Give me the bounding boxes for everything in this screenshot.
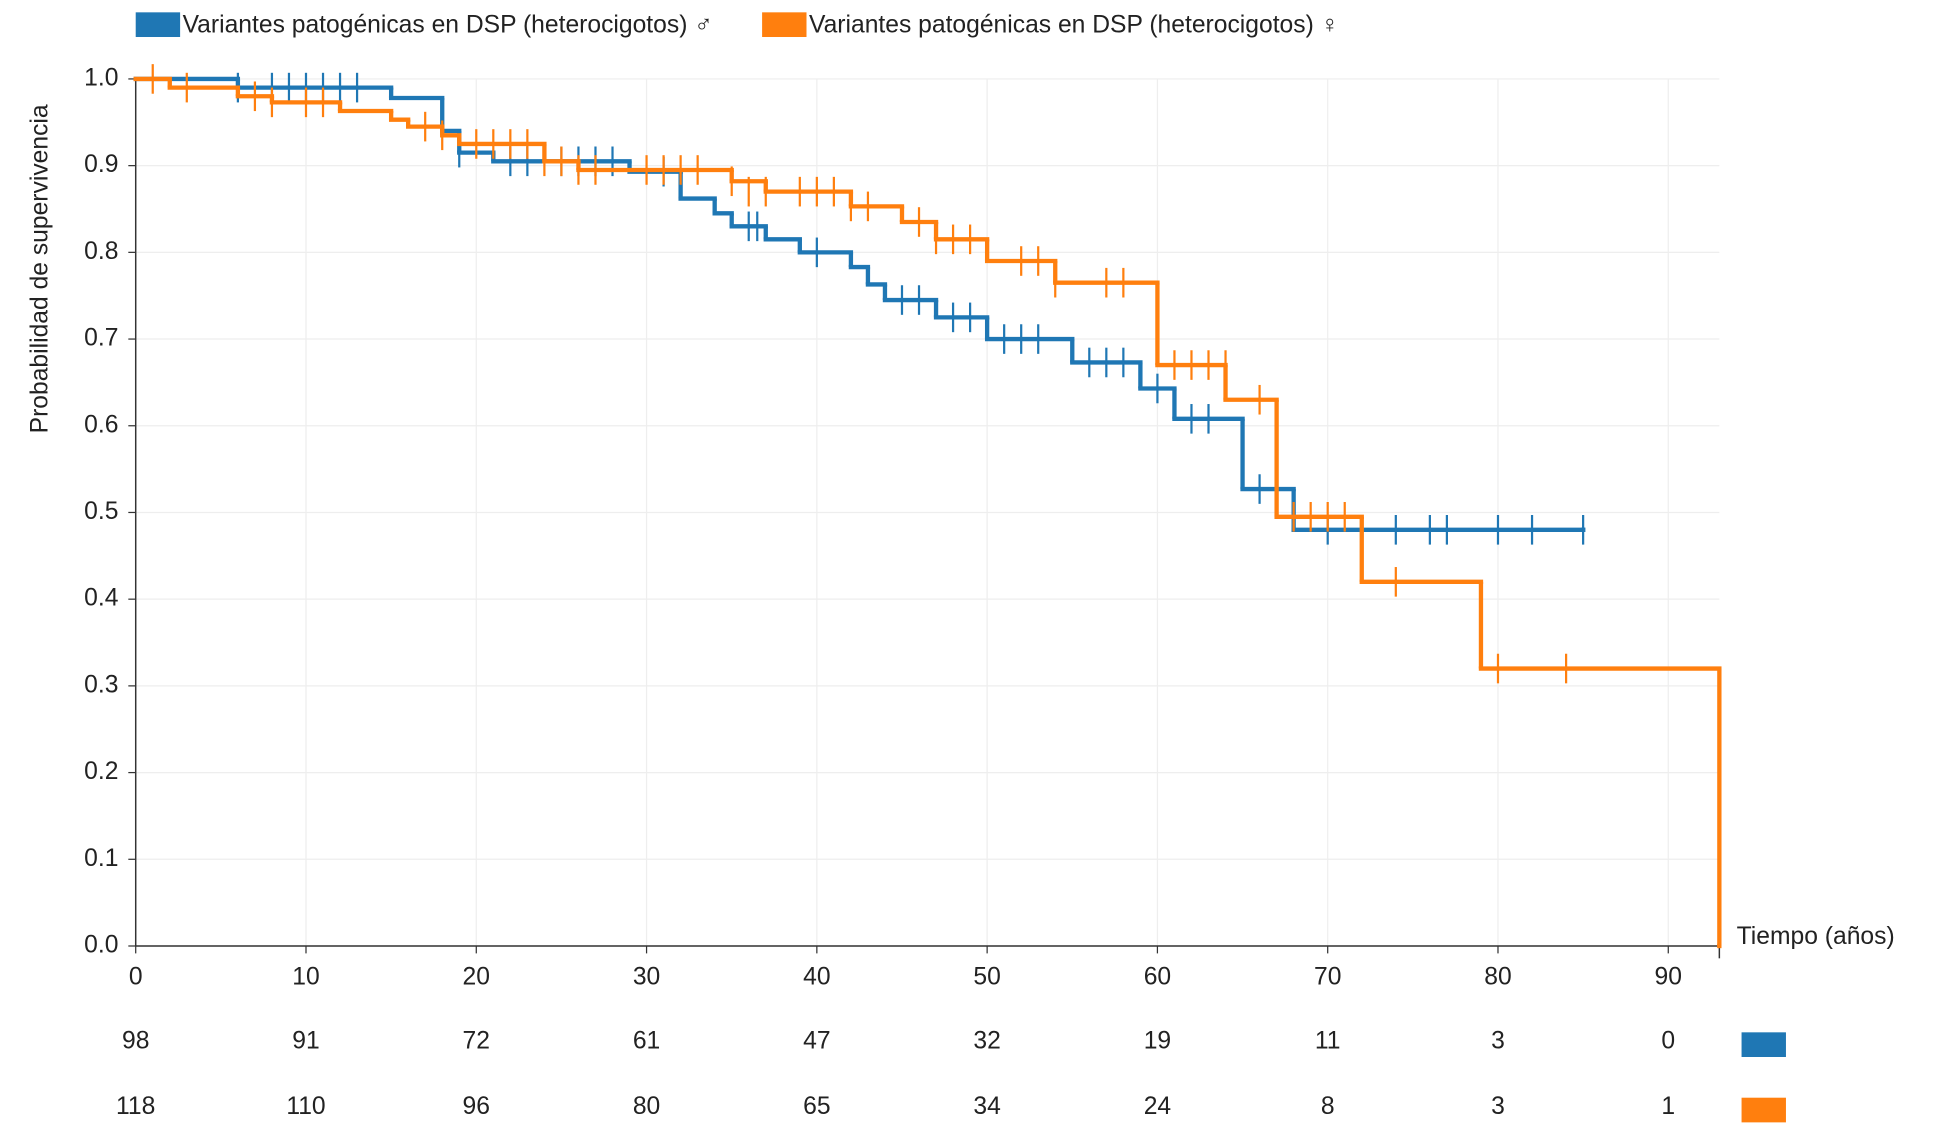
legend-swatch	[135, 12, 181, 38]
legend-label: Variantes patogénicas en DSP (heterocigo…	[809, 11, 1339, 38]
y-tick-label: 0.4	[84, 585, 118, 612]
y-tick-label: 0.8	[84, 238, 118, 265]
y-tick-label: 0.1	[84, 845, 118, 872]
x-tick-label: 60	[1144, 964, 1171, 991]
at-risk-count: 32	[973, 1028, 1000, 1055]
y-tick-label: 0.5	[84, 498, 118, 525]
y-tick-label: 0.3	[84, 671, 118, 698]
x-tick-label: 50	[973, 964, 1000, 991]
x-tick-label: 70	[1314, 964, 1341, 991]
at-risk-count: 80	[633, 1093, 660, 1120]
x-tick-label: 30	[633, 964, 660, 991]
at-risk-count: 118	[116, 1093, 155, 1120]
at-risk-swatch	[1741, 1032, 1786, 1057]
x-tick-label: 40	[803, 964, 830, 991]
y-tick-label: 0.9	[84, 151, 118, 178]
at-risk-count: 3	[1491, 1028, 1505, 1055]
x-tick-label: 20	[463, 964, 490, 991]
at-risk-count: 34	[973, 1093, 1000, 1120]
at-risk-count: 98	[122, 1028, 149, 1055]
x-axis-label: Tiempo (años)	[1737, 923, 1895, 950]
x-tick-label: 10	[292, 964, 319, 991]
at-risk-count: 11	[1315, 1028, 1341, 1055]
x-tick-label: 80	[1484, 964, 1511, 991]
y-axis-label: Probabilidad de supervivencia	[26, 104, 53, 433]
at-risk-count: 24	[1144, 1093, 1171, 1120]
at-risk-count: 72	[463, 1028, 490, 1055]
at-risk-count: 61	[633, 1028, 660, 1055]
x-tick-label: 0	[129, 964, 143, 991]
y-tick-label: 0.0	[84, 932, 118, 959]
at-risk-count: 1	[1661, 1093, 1675, 1120]
at-risk-count: 19	[1144, 1028, 1171, 1055]
at-risk-count: 91	[292, 1028, 319, 1055]
legend-swatch	[762, 12, 807, 38]
x-tick-label: 90	[1655, 964, 1682, 991]
at-risk-count: 110	[286, 1093, 325, 1120]
at-risk-count: 0	[1661, 1028, 1675, 1055]
at-risk-count: 3	[1491, 1093, 1505, 1120]
y-tick-label: 1.0	[84, 64, 118, 91]
at-risk-swatch	[1741, 1097, 1786, 1123]
at-risk-count: 47	[803, 1028, 830, 1055]
at-risk-count: 65	[803, 1093, 830, 1120]
y-tick-label: 0.2	[84, 758, 118, 785]
y-tick-label: 0.7	[84, 325, 118, 352]
at-risk-count: 96	[463, 1093, 490, 1120]
at-risk-count: 8	[1321, 1093, 1335, 1120]
y-tick-label: 0.6	[84, 411, 118, 438]
legend-label: Variantes patogénicas en DSP (heterocigo…	[183, 11, 713, 38]
